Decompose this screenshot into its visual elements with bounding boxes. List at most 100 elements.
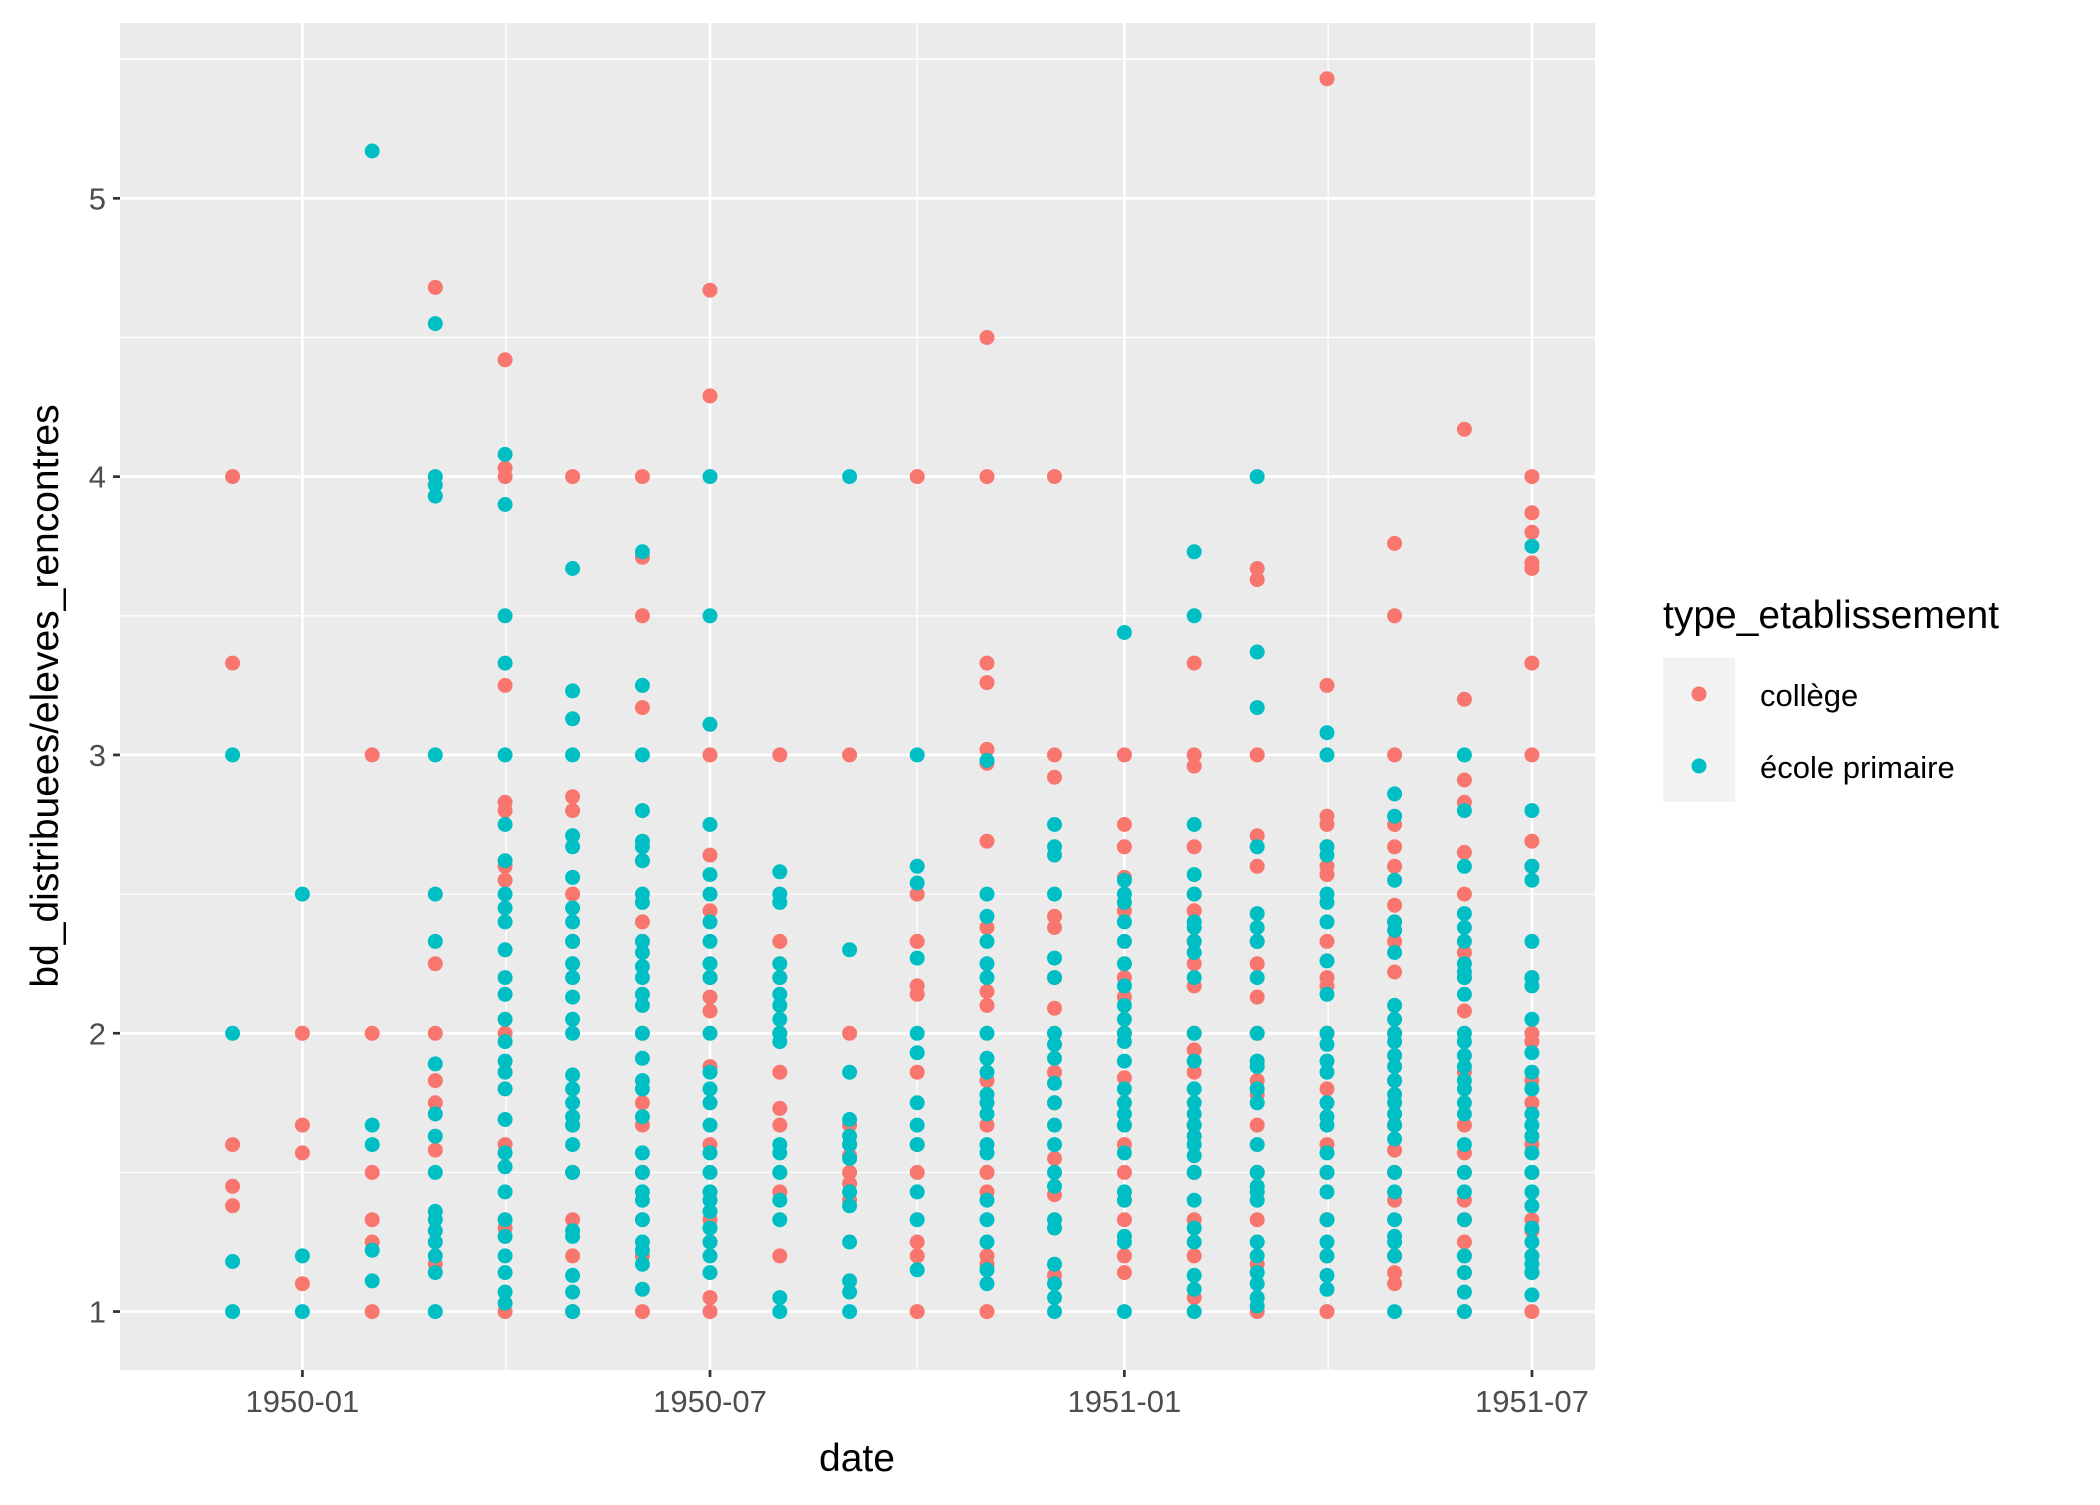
point-college — [979, 330, 995, 345]
point-ecole-primaire — [565, 747, 581, 763]
point-ecole-primaire — [1456, 858, 1472, 874]
point-college — [909, 1234, 925, 1250]
point-ecole-primaire — [427, 1248, 443, 1264]
point-college — [497, 469, 513, 485]
point-ecole-primaire — [1249, 970, 1265, 986]
point-college — [702, 989, 718, 1005]
point-ecole-primaire — [1319, 1053, 1335, 1069]
point-ecole-primaire — [1456, 1304, 1472, 1320]
point-ecole-primaire — [909, 1137, 925, 1153]
point-ecole-primaire — [1116, 625, 1132, 640]
point-ecole-primaire — [1186, 817, 1202, 832]
point-college — [364, 1212, 380, 1228]
point-ecole-primaire — [1319, 1164, 1335, 1180]
point-college — [702, 847, 718, 863]
point-ecole-primaire — [565, 1164, 581, 1180]
point-ecole-primaire — [842, 1284, 858, 1300]
point-college — [1116, 1164, 1132, 1180]
point-ecole-primaire — [702, 1081, 718, 1097]
point-college — [634, 1095, 650, 1111]
point-college — [364, 1304, 380, 1320]
point-ecole-primaire — [1456, 1059, 1472, 1075]
point-college — [427, 1142, 443, 1158]
point-ecole-primaire — [1047, 1095, 1062, 1111]
point-ecole-primaire — [702, 1203, 718, 1219]
point-college — [1186, 655, 1202, 671]
point-college — [1047, 920, 1062, 935]
point-college — [772, 933, 788, 949]
point-ecole-primaire — [842, 1304, 858, 1320]
point-ecole-primaire — [634, 1050, 650, 1066]
point-ecole-primaire — [702, 970, 718, 986]
y-axis: 1 2 3 4 5 — [89, 181, 120, 1330]
point-ecole-primaire — [1186, 1267, 1202, 1283]
point-ecole-primaire — [1186, 1117, 1202, 1133]
point-college — [1319, 817, 1335, 832]
point-ecole-primaire — [702, 469, 718, 485]
point-ecole-primaire — [1047, 1036, 1062, 1052]
point-ecole-primaire — [1456, 1034, 1472, 1050]
point-ecole-primaire — [1319, 1064, 1335, 1080]
point-college — [1387, 964, 1403, 980]
point-ecole-primaire — [1116, 978, 1132, 994]
point-college — [1524, 469, 1540, 485]
point-ecole-primaire — [1186, 1053, 1202, 1069]
point-ecole-primaire — [1047, 1290, 1062, 1306]
point-ecole-primaire — [1387, 1011, 1403, 1027]
point-ecole-primaire — [842, 1137, 858, 1153]
point-college — [1186, 747, 1202, 763]
point-ecole-primaire — [1319, 953, 1335, 969]
point-ecole-primaire — [1186, 1095, 1202, 1111]
point-ecole-primaire — [842, 1198, 858, 1214]
point-college — [1319, 1081, 1335, 1097]
point-ecole-primaire — [1456, 1081, 1472, 1097]
point-college — [565, 886, 581, 902]
point-ecole-primaire — [702, 1220, 718, 1236]
y-tick-label: 1 — [89, 1295, 106, 1330]
point-ecole-primaire — [1387, 808, 1403, 824]
point-college — [909, 1064, 925, 1080]
point-college — [702, 1304, 718, 1320]
point-college — [1047, 469, 1062, 485]
point-college — [225, 469, 241, 485]
point-ecole-primaire — [634, 1281, 650, 1297]
point-ecole-primaire — [497, 1034, 513, 1050]
point-college — [772, 747, 788, 763]
x-tick-label: 1950-07 — [653, 1384, 767, 1419]
point-ecole-primaire — [979, 753, 995, 768]
point-ecole-primaire — [1387, 1048, 1403, 1063]
point-ecole-primaire — [497, 1228, 513, 1244]
legend-item-ecole-primaire: école primaire — [1663, 730, 1955, 802]
point-college — [1116, 1212, 1132, 1228]
point-college — [1456, 945, 1472, 960]
point-college — [294, 1117, 310, 1133]
point-ecole-primaire — [1047, 1178, 1062, 1194]
point-college — [497, 352, 513, 368]
point-college — [909, 886, 925, 902]
point-ecole-primaire — [634, 747, 650, 763]
point-ecole-primaire — [1047, 1220, 1062, 1236]
point-ecole-primaire — [565, 828, 581, 844]
point-ecole-primaire — [702, 956, 718, 972]
point-ecole-primaire — [842, 1184, 858, 1200]
point-ecole-primaire — [497, 1284, 513, 1300]
point-ecole-primaire — [634, 544, 650, 560]
point-college — [1116, 747, 1132, 763]
point-college — [1387, 535, 1403, 551]
point-ecole-primaire — [1116, 1011, 1132, 1027]
point-college — [1047, 1151, 1062, 1166]
point-ecole-primaire — [634, 1109, 650, 1125]
point-ecole-primaire — [842, 1151, 858, 1166]
point-ecole-primaire — [497, 886, 513, 902]
point-ecole-primaire — [979, 970, 995, 986]
point-ecole-primaire — [565, 970, 581, 986]
point-ecole-primaire — [909, 747, 925, 763]
point-ecole-primaire — [427, 316, 443, 332]
point-ecole-primaire — [1387, 1034, 1403, 1050]
point-college — [1186, 1042, 1202, 1058]
point-college — [1249, 956, 1265, 972]
point-ecole-primaire — [842, 942, 858, 958]
point-college — [842, 1025, 858, 1041]
point-ecole-primaire — [1319, 1036, 1335, 1052]
